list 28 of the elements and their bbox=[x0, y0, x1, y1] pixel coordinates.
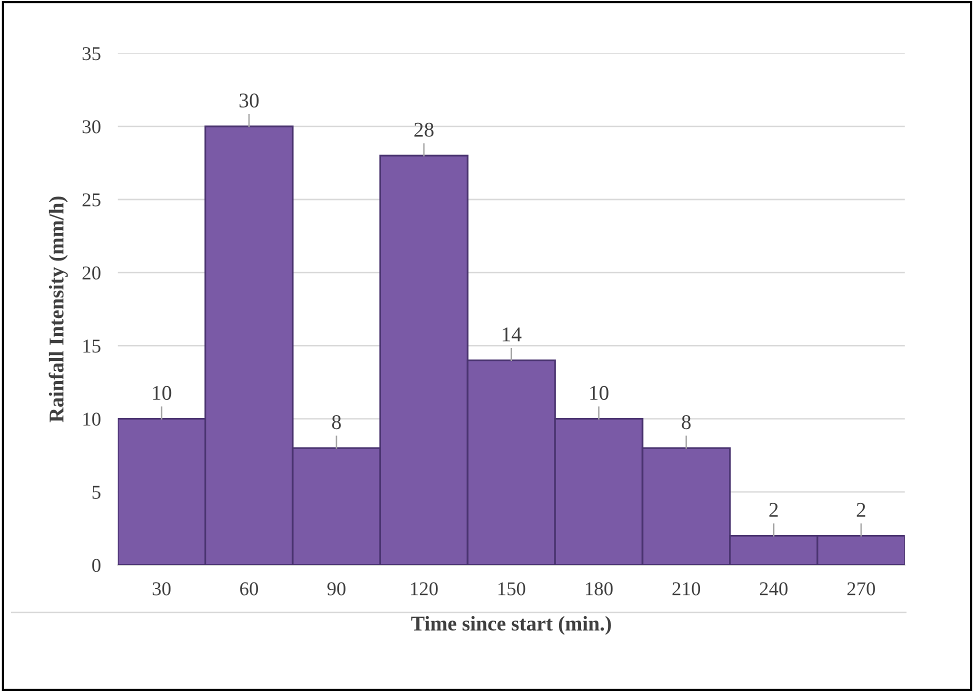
x-tick-label: 240 bbox=[760, 582, 788, 596]
y-axis-title: Rainfall Intensity (mm/h) bbox=[48, 196, 68, 422]
y-tick-label: 5 bbox=[92, 486, 100, 499]
data-label: 2 bbox=[769, 502, 778, 517]
x-tick-label: 60 bbox=[240, 582, 258, 596]
data-label: 28 bbox=[414, 122, 434, 137]
data-label: 8 bbox=[682, 415, 691, 430]
x-tick-label: 150 bbox=[498, 582, 526, 596]
data-label: 2 bbox=[856, 502, 866, 517]
y-tick-label: 0 bbox=[92, 558, 100, 572]
data-label: 30 bbox=[240, 93, 259, 108]
x-tick-label: 30 bbox=[152, 582, 171, 596]
data-label: 10 bbox=[152, 386, 172, 400]
data-label: 10 bbox=[590, 386, 608, 400]
x-tick-label: 210 bbox=[672, 582, 700, 596]
x-tick-label: 90 bbox=[327, 582, 346, 596]
y-tick-label: 35 bbox=[82, 47, 100, 60]
y-tick-label: 10 bbox=[83, 412, 100, 426]
x-tick-label: 120 bbox=[411, 582, 438, 596]
data-label: 14 bbox=[502, 328, 522, 342]
y-tick-label: 20 bbox=[82, 266, 100, 280]
y-tick-label: 30 bbox=[82, 120, 100, 134]
x-tick-label: 270 bbox=[847, 582, 875, 596]
x-tick-label: 180 bbox=[586, 582, 613, 596]
y-tick-label: 15 bbox=[83, 340, 100, 353]
x-axis-title: Time since start (min.) bbox=[411, 616, 611, 635]
data-label: 8 bbox=[332, 415, 341, 430]
y-tick-label: 25 bbox=[82, 193, 100, 206]
